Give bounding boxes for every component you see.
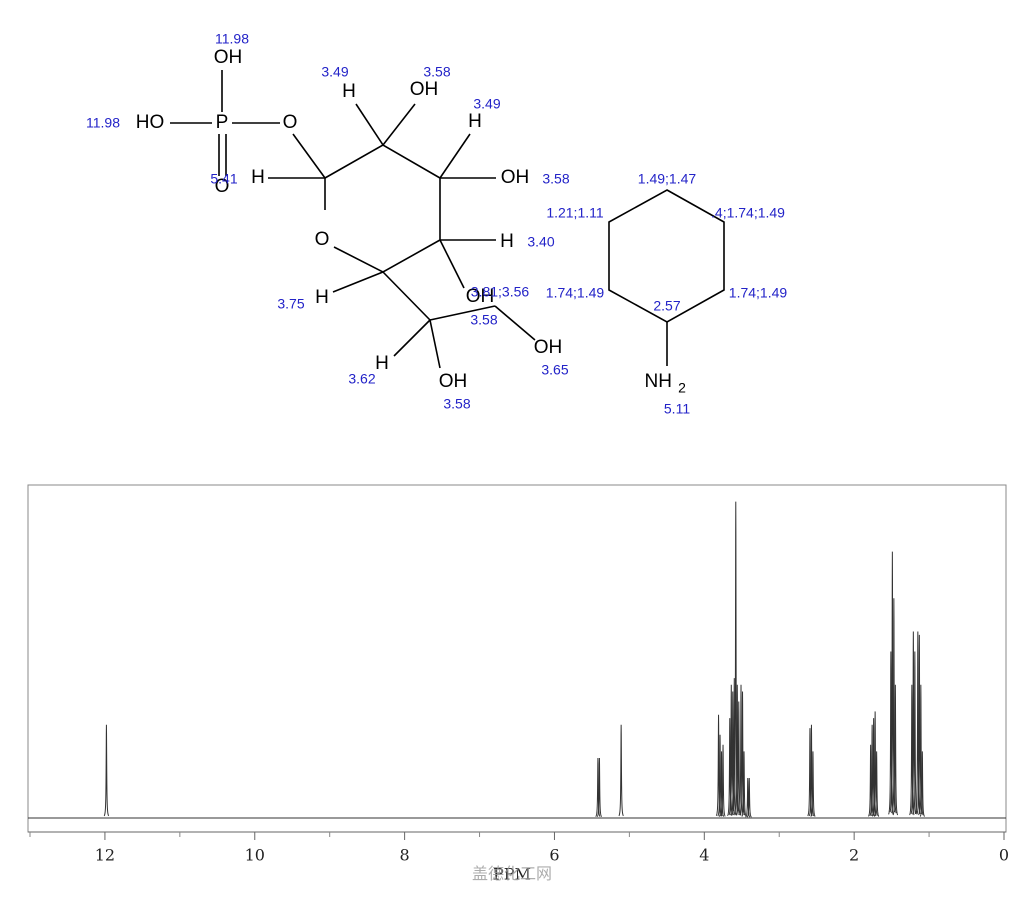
shift-label: 11.98 bbox=[86, 115, 120, 131]
shift-label: 3.62 bbox=[348, 371, 375, 387]
atom-label: OH bbox=[466, 286, 495, 307]
x-tick-label: 2 bbox=[849, 846, 859, 865]
atom-label: OH bbox=[501, 167, 530, 188]
atom-label: HO bbox=[136, 112, 165, 133]
x-tick-label: 4 bbox=[699, 846, 709, 865]
watermark: 盖德化工网 bbox=[472, 865, 552, 883]
shift-label: 1.21;1.11 bbox=[546, 205, 604, 221]
shift-label: 3.81;3.56 bbox=[471, 284, 530, 300]
peak bbox=[910, 631, 917, 815]
shift-label: 5.41 bbox=[210, 171, 237, 187]
x-tick-label: 10 bbox=[245, 846, 265, 865]
shift-label: 3.75 bbox=[277, 296, 304, 312]
peak bbox=[730, 691, 736, 816]
shift-label: 1.74;1.49 bbox=[546, 285, 605, 301]
atom-label: OH bbox=[534, 337, 563, 358]
shift-label: 3.49 bbox=[473, 96, 500, 112]
peak bbox=[892, 684, 899, 816]
x-tick-label: 12 bbox=[95, 846, 115, 865]
peak bbox=[916, 634, 923, 815]
x-tick-label: 8 bbox=[400, 846, 410, 865]
peak bbox=[734, 684, 740, 816]
atom-label: OH bbox=[439, 371, 468, 392]
shift-label: 3.49 bbox=[321, 64, 348, 80]
shift-label: 1.74;1.49 bbox=[729, 285, 788, 301]
peak bbox=[919, 751, 925, 817]
shift-label: 1.49;1.47 bbox=[638, 171, 697, 187]
peak bbox=[810, 751, 816, 817]
atom-label: H bbox=[315, 287, 329, 308]
atom-subscript: 2 bbox=[678, 380, 686, 396]
peak bbox=[891, 598, 897, 814]
shift-label: 3.58 bbox=[443, 396, 470, 412]
shift-label: 11.98 bbox=[215, 31, 249, 47]
atom-label: H bbox=[251, 167, 265, 188]
peak bbox=[746, 778, 752, 818]
shift-label: 3.58 bbox=[470, 312, 497, 328]
shift-label: .4;1.74;1.49 bbox=[711, 205, 785, 221]
x-tick-label: 6 bbox=[549, 846, 559, 865]
peak bbox=[733, 501, 739, 812]
plot-frame bbox=[27, 484, 1007, 833]
atom-label: O bbox=[215, 176, 230, 197]
atom-label: NH bbox=[645, 371, 672, 392]
peak bbox=[720, 744, 726, 817]
peak bbox=[718, 751, 725, 817]
peak bbox=[739, 691, 746, 816]
atom-label: H bbox=[500, 231, 514, 252]
atom-label: H bbox=[468, 111, 482, 132]
peak bbox=[741, 751, 747, 817]
peak bbox=[873, 751, 880, 817]
atom-label: O bbox=[315, 229, 330, 250]
atom-label: H bbox=[375, 353, 389, 374]
shift-label: 3.40 bbox=[527, 234, 554, 250]
peak bbox=[736, 701, 742, 816]
shift-label: 3.58 bbox=[542, 171, 569, 187]
peak bbox=[872, 711, 878, 816]
atom-label: O bbox=[283, 112, 298, 133]
peak bbox=[103, 724, 110, 817]
peak bbox=[618, 724, 624, 817]
shift-label: 3.65 bbox=[541, 362, 568, 378]
shift-label: 2.57 bbox=[653, 298, 680, 314]
atom-label: P bbox=[216, 112, 229, 133]
peak bbox=[808, 724, 815, 817]
molecule: OH HO P O O H OH H H OH O H H OH OH H OH… bbox=[86, 31, 787, 417]
x-tick-label: 0 bbox=[999, 846, 1009, 865]
atom-label: OH bbox=[214, 47, 243, 68]
atom-label: OH bbox=[410, 79, 439, 100]
shift-label: 3.58 bbox=[423, 64, 450, 80]
atom-label: H bbox=[342, 81, 356, 102]
x-axis-title: PPM bbox=[493, 865, 531, 884]
shift-label: 5.11 bbox=[664, 401, 690, 417]
peak bbox=[596, 758, 603, 817]
peak bbox=[745, 778, 751, 818]
peak bbox=[595, 758, 601, 817]
peak bbox=[918, 684, 924, 816]
